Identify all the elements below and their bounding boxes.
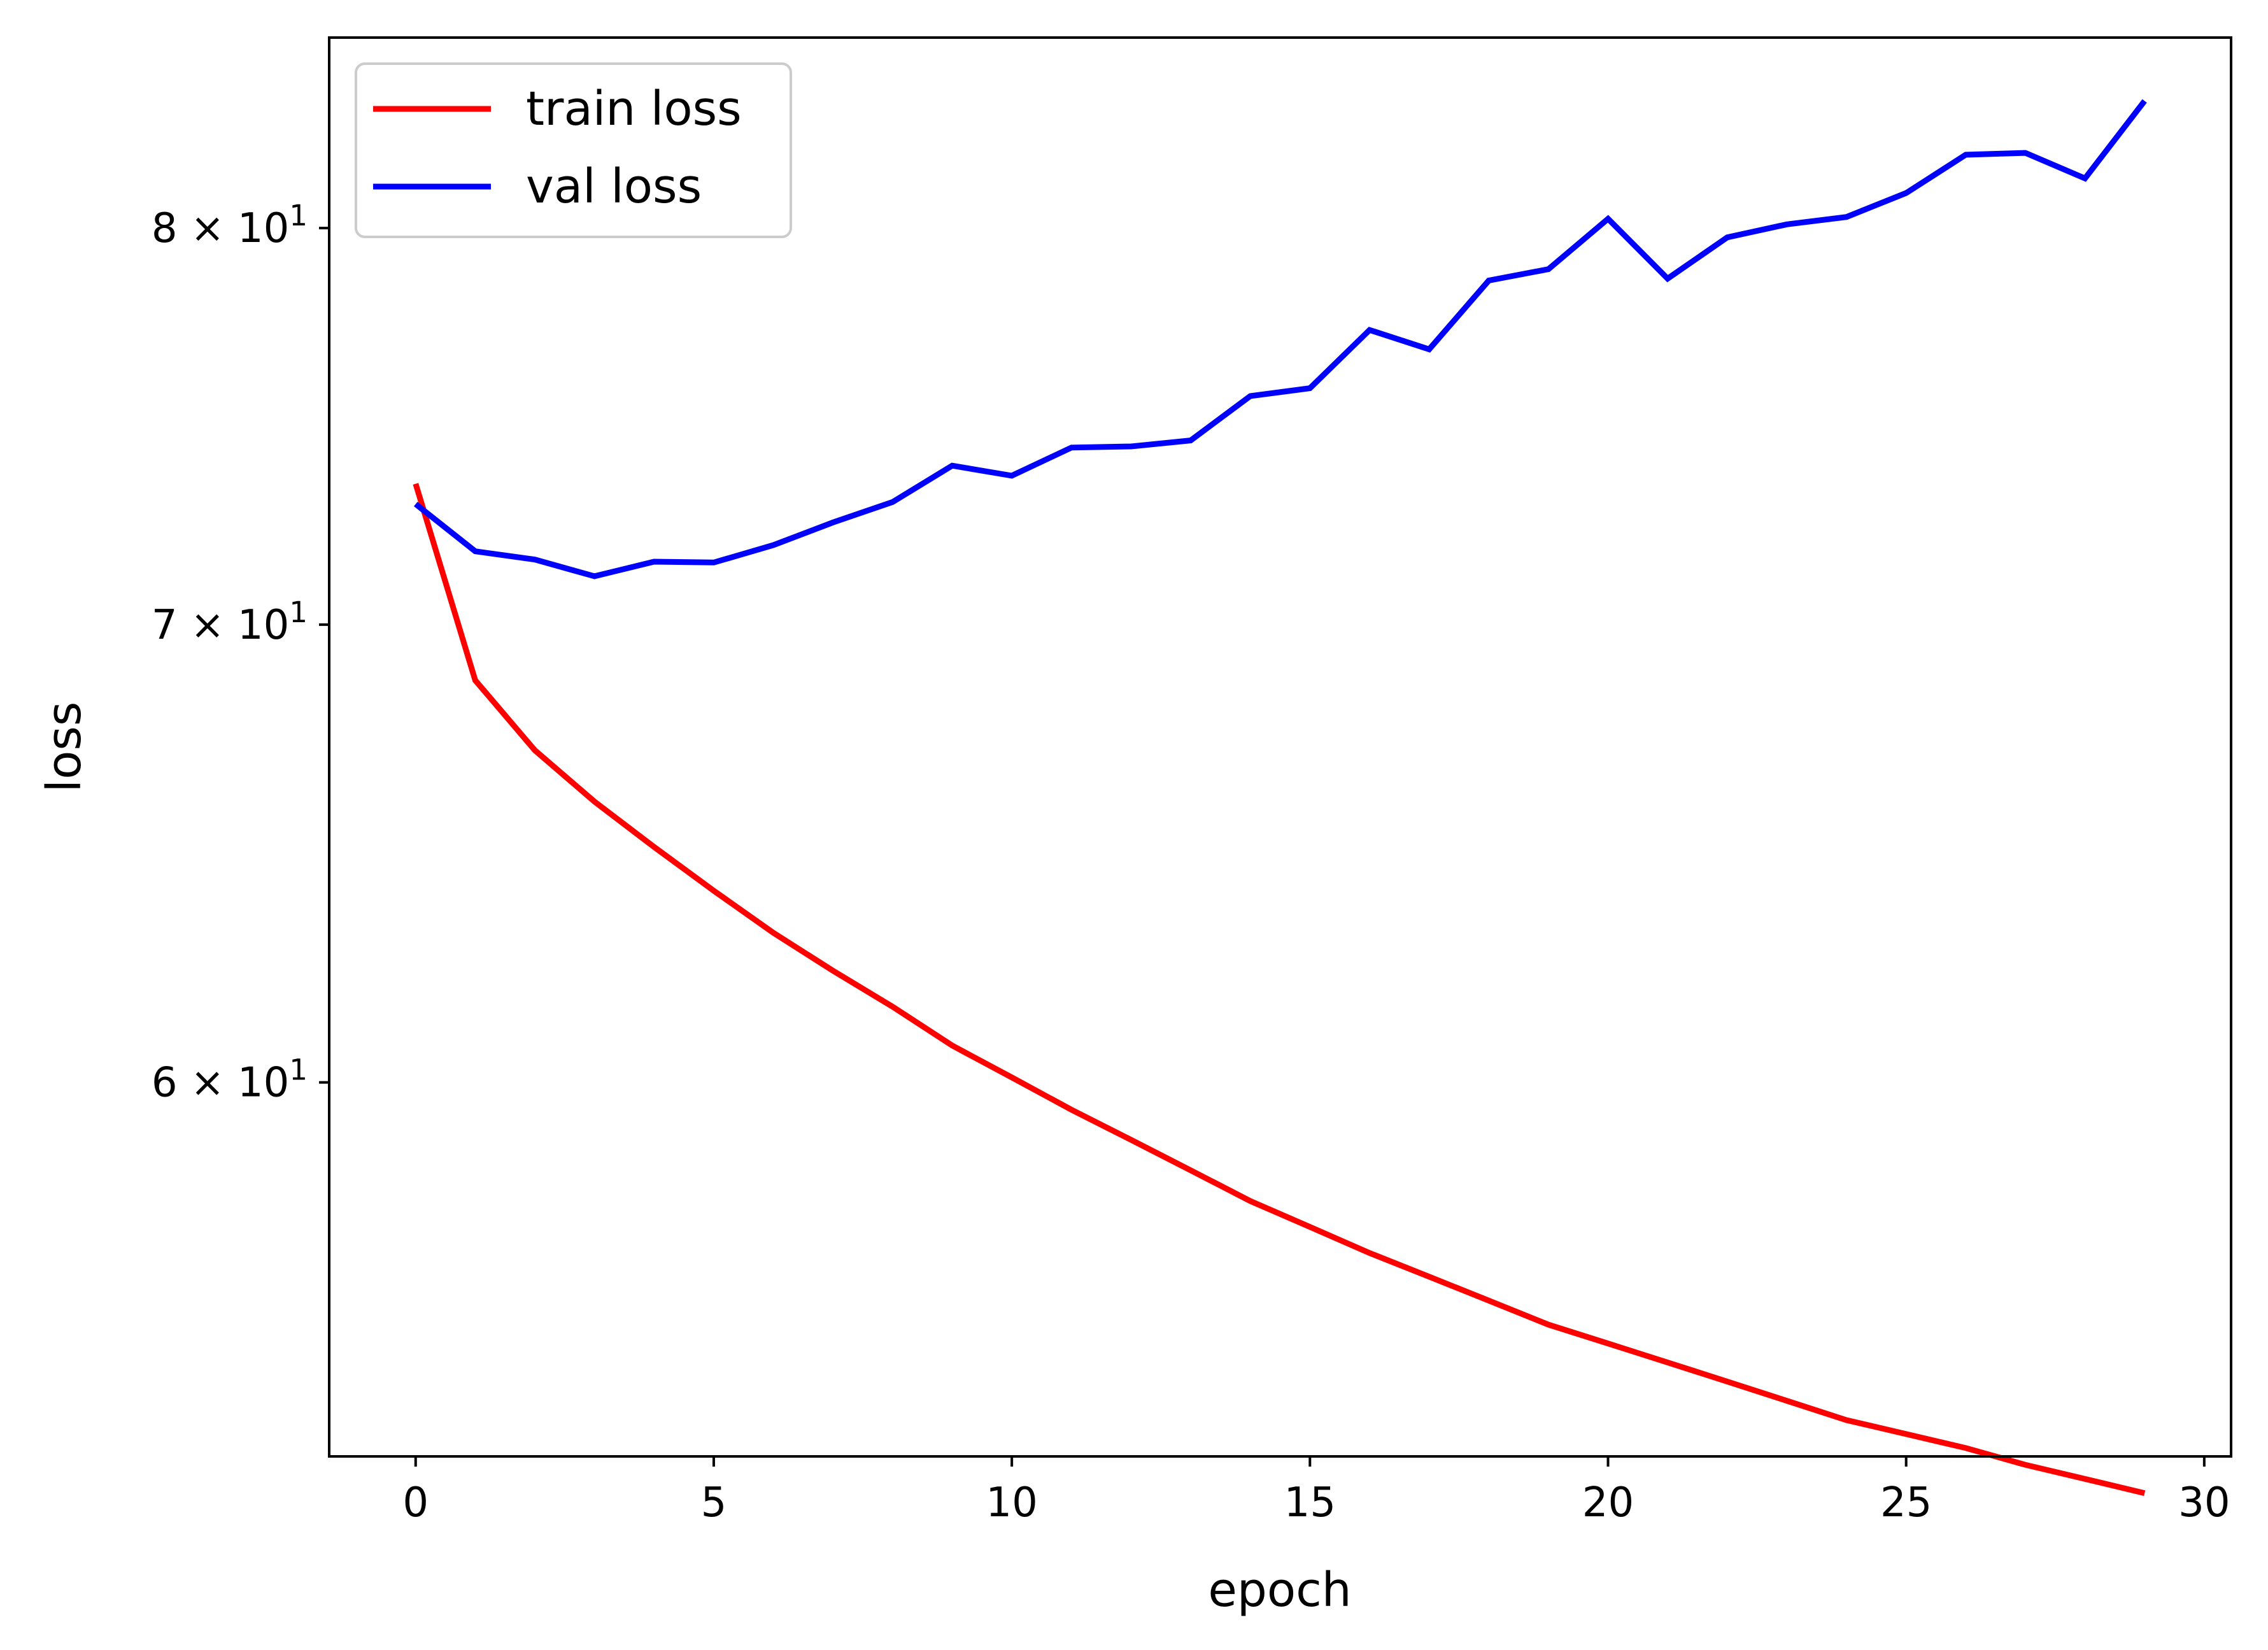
x-axis-label: epoch: [1208, 1563, 1351, 1618]
y-tick-label: 8 × 101: [152, 199, 308, 252]
x-tick-label: 5: [701, 1479, 727, 1526]
y-tick-label: 7 × 101: [152, 595, 308, 649]
series-line-train-loss: [413, 483, 2146, 1497]
y-axis-label: loss: [37, 702, 92, 793]
x-tick-label: 0: [402, 1479, 429, 1526]
series-line-val-loss: [414, 99, 2147, 580]
legend: train loss val loss: [355, 62, 792, 238]
series-layer: [413, 99, 2147, 1497]
x-tick-label: 15: [1284, 1479, 1336, 1526]
plot-frame: [328, 36, 2232, 1458]
x-tick-label: 25: [1880, 1479, 1932, 1526]
x-tick-label: 30: [2178, 1479, 2230, 1526]
x-tick-label: 20: [1582, 1479, 1634, 1526]
y-tick-label: 6 × 101: [152, 1053, 308, 1107]
y-axis: 6 × 101 7 × 101 8 × 101: [152, 199, 329, 1107]
x-axis: 0 5 10 15 20 25 30: [402, 1456, 2230, 1526]
legend-label-val-loss: val loss: [526, 159, 702, 214]
legend-label-train-loss: train loss: [526, 82, 742, 136]
x-tick-label: 10: [986, 1479, 1037, 1526]
